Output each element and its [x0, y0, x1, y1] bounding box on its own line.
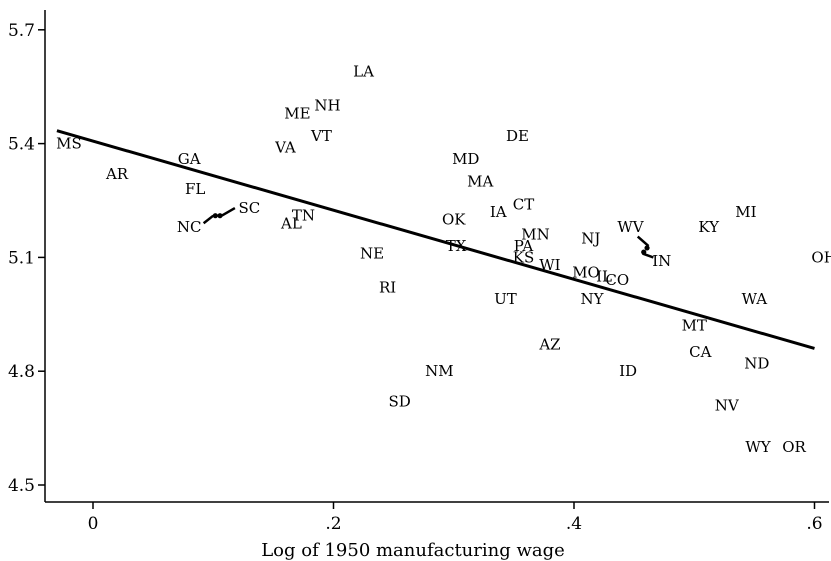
x-tick-label: .2	[325, 514, 341, 534]
point-label-nc: NC	[177, 218, 202, 236]
y-tick-label: 4.8	[8, 362, 35, 382]
point-label-ia: IA	[490, 203, 507, 221]
point-label-il: IL	[596, 267, 612, 285]
point-label-mo: MO	[572, 264, 600, 282]
fit-layer	[56, 129, 815, 350]
point-label-oh: OH	[811, 248, 831, 266]
x-tick-label: .6	[806, 514, 822, 534]
point-label-nv: NV	[715, 396, 740, 414]
connector-segment	[636, 235, 650, 247]
point-label-la: LA	[353, 63, 374, 81]
connector-segment	[221, 207, 236, 217]
point-label-pa: PA	[514, 237, 534, 255]
point-label-ny: NY	[581, 290, 605, 308]
y-tick-label: 4.5	[8, 476, 35, 496]
point-label-ms: MS	[56, 135, 82, 153]
point-label-co: CO	[605, 271, 629, 289]
connector-dot	[212, 213, 218, 219]
point-label-nm: NM	[425, 362, 453, 380]
point-label-nd: ND	[744, 355, 769, 373]
point-label-ky: KY	[698, 218, 720, 236]
point-label-ks: KS	[513, 248, 534, 266]
point-label-ar: AR	[105, 165, 129, 183]
point-label-sc: SC	[238, 199, 260, 217]
point-label-wv: WV	[617, 218, 644, 236]
point-label-vt: VT	[310, 127, 332, 145]
point-label-me: ME	[284, 104, 310, 122]
point-label-tx: TX	[446, 237, 467, 255]
point-label-ct: CT	[513, 195, 534, 213]
connector-dot	[644, 245, 650, 251]
point-label-al: AL	[280, 214, 302, 232]
y-tick-label: 5.7	[8, 21, 35, 41]
point-label-mi: MI	[735, 203, 756, 221]
x-tick-label: .4	[566, 514, 582, 534]
point-label-mt: MT	[682, 317, 707, 335]
point-label-va: VA	[274, 138, 296, 156]
point-label-mn: MN	[521, 226, 549, 244]
point-label-ga: GA	[178, 150, 201, 168]
point-label-ma: MA	[467, 173, 493, 191]
point-label-fl: FL	[185, 180, 205, 198]
point-label-in: IN	[652, 252, 671, 270]
connector-segment	[202, 214, 215, 225]
point-label-ok: OK	[442, 210, 466, 228]
point-label-tn: TN	[292, 207, 315, 225]
point-label-md: MD	[452, 150, 479, 168]
point-label-wi: WI	[539, 256, 560, 274]
point-label-wy: WY	[745, 438, 771, 456]
point-label-ca: CA	[689, 343, 711, 361]
point-label-ri: RI	[379, 279, 396, 297]
point-label-nh: NH	[314, 97, 340, 115]
regression-line	[56, 129, 815, 350]
point-label-ut: UT	[494, 290, 517, 308]
y-ticks: 4.5 4.8 5.1 5.4 5.7	[8, 21, 45, 496]
plot-frame	[44, 10, 829, 503]
point-label-sd: SD	[388, 393, 410, 411]
x-ticks: 0 .2 .4 .6	[88, 502, 823, 534]
connector-dot	[217, 213, 223, 219]
point-label-de: DE	[506, 127, 529, 145]
connector-dot	[641, 249, 647, 255]
point-label-nj: NJ	[581, 229, 600, 247]
y-tick-label: 5.1	[8, 248, 35, 268]
x-axis-label: Log of 1950 manufacturing wage	[261, 540, 565, 561]
y-tick-label: 5.4	[8, 135, 35, 155]
x-tick-label: 0	[88, 514, 99, 534]
point-label-wa: WA	[742, 290, 768, 308]
point-label-ne: NE	[360, 245, 384, 263]
point-label-az: AZ	[538, 336, 560, 354]
point-label-id: ID	[619, 362, 637, 380]
point-label-or: OR	[782, 438, 806, 456]
